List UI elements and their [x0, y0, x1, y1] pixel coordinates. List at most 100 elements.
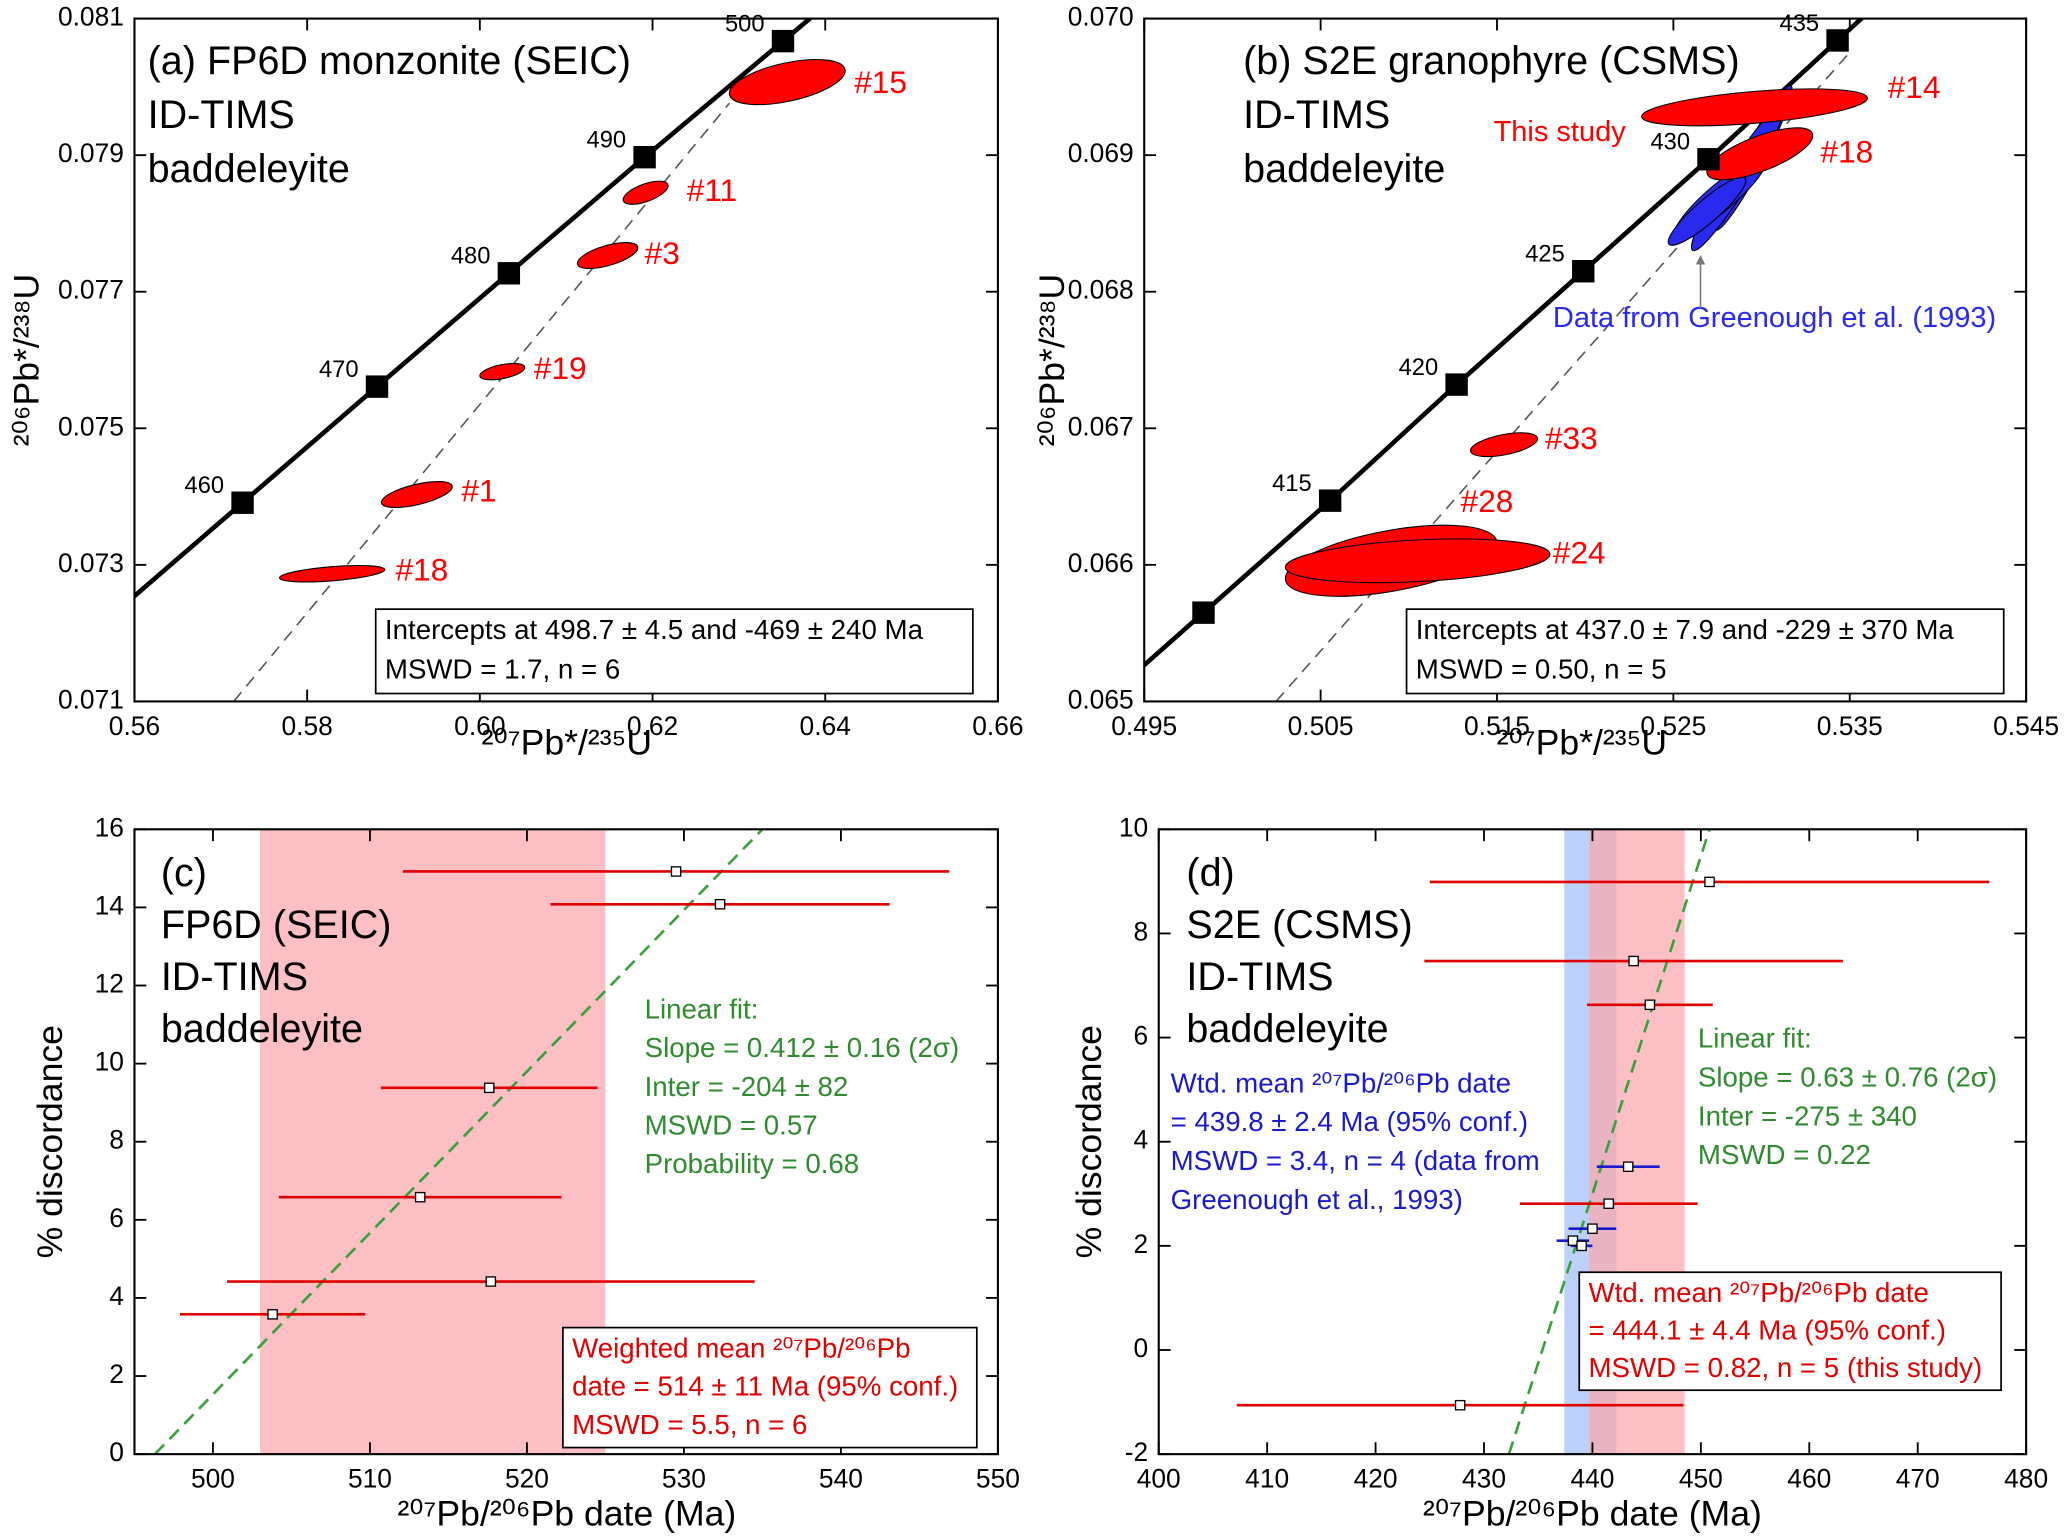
annotation-text: MSWD = 5.5, n = 6	[572, 1409, 807, 1440]
linear-fit	[1507, 829, 1711, 1455]
concordia-age-marker	[1826, 29, 1849, 52]
concordia-age-marker	[633, 145, 656, 169]
x-tick-label: 400	[1137, 1463, 1181, 1493]
x-tick-label: 460	[1787, 1463, 1831, 1493]
annotation-text: Wtd. mean ²⁰⁷Pb/²⁰⁶Pb date	[1171, 1067, 1511, 1098]
error-ellipse	[1667, 176, 1747, 246]
annotation-box	[374, 608, 974, 695]
discordia-line	[233, 102, 730, 702]
annotation-text: MSWD = 3.4, n = 4 (data from	[1171, 1145, 1540, 1176]
x-tick-label: 0.545	[1993, 711, 2059, 741]
panel-title: ID-TIMS	[1243, 93, 1390, 137]
y-tick-label: 4	[109, 1281, 124, 1311]
ellipse-label: #33	[1545, 420, 1598, 456]
data-point	[1622, 1161, 1634, 1172]
series-label: Data from Greenough et al. (1993)	[1553, 302, 1996, 334]
y-tick-label: 10	[95, 1047, 124, 1077]
plot-frame	[133, 17, 999, 703]
ellipse-label: #18	[1820, 134, 1873, 170]
x-tick-label: 480	[2004, 1463, 2048, 1493]
annotation-box	[1405, 608, 2005, 695]
data-point	[1587, 1223, 1598, 1234]
annotation-text: Slope = 0.63 ± 0.76 (2σ)	[1698, 1061, 1997, 1092]
error-ellipse	[576, 242, 639, 270]
y-tick-label: 0	[109, 1437, 124, 1467]
panel-title: S2E (CSMS)	[1186, 903, 1412, 947]
x-tick-label: 0.58	[281, 711, 332, 741]
y-tick-label: 12	[95, 968, 124, 998]
data-point	[1704, 876, 1715, 888]
ellipse-label: #1	[461, 473, 496, 509]
x-tick-label: 540	[819, 1463, 863, 1493]
y-tick-label: 6	[1134, 1021, 1149, 1051]
age-label: 460	[185, 473, 225, 499]
annotation-text: date = 514 ± 11 Ma (95% conf.)	[572, 1371, 958, 1402]
y-axis-label: % discordance	[30, 1025, 70, 1258]
error-ellipse	[728, 59, 846, 106]
y-tick-label: 0.071	[58, 684, 124, 714]
data-point	[1576, 1240, 1587, 1252]
error-ellipse	[479, 362, 526, 381]
y-tick-label: 2	[1134, 1229, 1149, 1259]
concordia-age-marker	[1318, 489, 1342, 512]
y-tick-label: 0.066	[1068, 548, 1134, 578]
annotation-box	[562, 1326, 978, 1449]
age-label: 420	[1399, 355, 1439, 381]
concordia-age-marker	[1192, 601, 1215, 624]
x-tick-label: 0.525	[1640, 711, 1706, 741]
mean-band	[260, 829, 606, 1455]
panel: 400 410 420 430 440 450 460 470 480 -2 0 2 4 6 8 10 ²⁰⁷P…	[1069, 812, 2048, 1533]
x-tick-label: 430	[1462, 1463, 1506, 1493]
error-ellipse	[622, 180, 669, 205]
error-ellipse	[1284, 538, 1551, 584]
annotation-text: Intercepts at 437.0 ± 7.9 and -229 ± 370…	[1416, 614, 1955, 645]
y-axis-label: ²⁰⁶Pb*/²³⁸U	[6, 274, 46, 446]
data-point	[1603, 1198, 1614, 1209]
linear-fit	[153, 829, 764, 1455]
y-axis-label: % discordance	[1069, 1025, 1109, 1258]
x-tick-label: 450	[1679, 1463, 1723, 1493]
y-axis-label: ²⁰⁶Pb*/²³⁸U	[1032, 274, 1072, 446]
annotation-text: Intercepts at 498.7 ± 4.5 and -469 ± 240…	[385, 614, 924, 645]
y-tick-label: 8	[1134, 916, 1149, 946]
data-point	[670, 866, 682, 877]
annotation-text: Linear fit:	[1698, 1023, 1812, 1054]
y-tick-label: 0.077	[58, 275, 124, 305]
y-tick-label: 2	[109, 1359, 124, 1389]
panel-title: (d)	[1186, 851, 1234, 895]
data-point	[1567, 1235, 1579, 1246]
panel-title: FP6D (SEIC)	[161, 903, 392, 947]
concordia-age-marker	[1572, 260, 1595, 283]
ellipse-label: #18	[395, 552, 448, 588]
x-tick-label: 530	[662, 1463, 706, 1493]
error-ellipse	[278, 565, 386, 583]
x-tick-label: 550	[976, 1463, 1020, 1493]
x-axis-label: ²⁰⁷Pb*/²³⁵U	[1497, 722, 1667, 762]
panel-title: ID-TIMS	[161, 955, 308, 999]
annotation-text: MSWD = 0.82, n = 5 (this study)	[1588, 1352, 1982, 1383]
concordia-age-marker	[231, 491, 254, 514]
annotation-text: MSWD = 1.7, n = 6	[385, 653, 620, 684]
data-point	[1628, 955, 1639, 967]
error-ellipse	[380, 481, 453, 509]
concordia-age-marker	[365, 375, 389, 398]
annotation-text: MSWD = 0.57	[645, 1109, 818, 1140]
y-tick-label: 14	[95, 890, 124, 920]
y-tick-label: 0.069	[1068, 138, 1134, 168]
ellipse-label: #3	[645, 235, 680, 271]
y-tick-label: 0.081	[58, 2, 124, 32]
panel: #15 #11#3 #19 #1 #18 460 470 480 490 500 0.56 0.58 0…	[6, 2, 1023, 763]
x-tick-label: 440	[1570, 1463, 1614, 1493]
x-axis-label: ²⁰⁷Pb*/²³⁵U	[482, 722, 652, 762]
data-point	[714, 899, 726, 910]
age-label: 435	[1780, 11, 1820, 37]
x-tick-label: 0.66	[972, 711, 1023, 741]
annotation-text: Greenough et al., 1993)	[1171, 1184, 1463, 1215]
concordia-age-marker	[1697, 148, 1720, 171]
x-tick-label: 0.56	[109, 711, 160, 741]
panel-title: (a) FP6D monzonite (SEIC)	[148, 39, 631, 83]
concordia-curve	[1201, 38, 1840, 615]
annotation-text: MSWD = 0.50, n = 5	[1416, 653, 1667, 684]
x-tick-label: 500	[191, 1463, 235, 1493]
